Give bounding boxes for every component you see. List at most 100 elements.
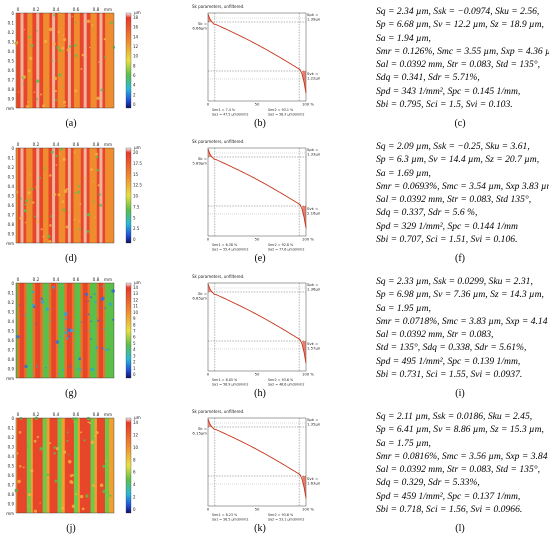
sublabel-curve: (b): [254, 118, 266, 129]
abbott-curve: Sk parameters, unfiltered. Sk = 5.89µm Spk …: [190, 138, 320, 253]
map-x-label: 0.2: [33, 412, 40, 417]
height-map: 0 0.2 0.4 0.6 0.8 mm 0 0.1 0.2 0.3 0.4 0.5 0.6 0.7 0.8…: [2, 139, 142, 252]
map-y-label: 0.2: [8, 300, 15, 305]
scale-tick: 14: [133, 34, 139, 39]
scale-tick: 12: [133, 44, 139, 49]
sk-value: 6.15µm: [192, 431, 207, 436]
abbott-curve-svg: Sk parameters, unfiltered. Sk =6.15µm Spk …: [192, 409, 320, 522]
map-y-label: 0.1: [8, 291, 15, 296]
curve-x-right: 100 %: [302, 372, 314, 377]
sk-label: Sk =: [198, 21, 207, 26]
scale-tick: 12.5: [133, 183, 142, 188]
spk-value: 1.36µm: [307, 287, 320, 292]
smr2-label: Smr2 = 93.6 %: [268, 378, 293, 382]
scale-tick: 20: [133, 150, 139, 155]
parameter-line: Smr = 0.0816%, Smc = 3.56 µm, Sxp = 3.84…: [376, 450, 549, 462]
height-map: 0 0.2 0.4 0.6 0.8 mm 0 0.1 0.2 0.3 0.4 0.5 0.6 0.7 0.8…: [2, 274, 142, 387]
map-x-label: 0.8: [93, 7, 100, 12]
sublabel-map: (d): [65, 253, 77, 264]
height-map-svg: 0 0.2 0.4 0.6 0.8 mm 0 0.1 0.2 0.3 0.4 0.5 0.6 0.7 0.8…: [6, 142, 142, 246]
scale-tick: 0: [133, 372, 136, 377]
parameter-line: Sp = 6.41 µm, Sv = 8.86 µm, Sz = 15.3 µm…: [376, 424, 544, 436]
curve-title: Sk parameters, unfiltered.: [192, 409, 244, 414]
scale-tick: 10: [133, 445, 139, 450]
parameter-line: Sp = 6.98 µm, Sv = 7.36 µm, Sz = 14.3 µm…: [376, 289, 544, 301]
scale-tick: 12: [133, 297, 139, 302]
parameter-line: Smr = 0.126%, Smc = 3.55 µm, Sxp = 4.36 …: [376, 45, 549, 57]
map-x-label: 0.8: [93, 277, 100, 282]
parameter-list: Sq = 2.34 µm, Ssk = −0.0974, Sku = 2.56,…: [376, 5, 549, 111]
map-y-label: 0.4: [8, 319, 15, 324]
scale-tick: 8: [133, 63, 136, 68]
parameter-line: Sq = 2.33 µm, Ssk = 0.0299, Sku = 2.31,: [376, 276, 533, 287]
parameter-line: Sq = 2.34 µm, Ssk = −0.0974, Sku = 2.56,: [376, 6, 540, 17]
sa2-label: Sa2 = 56.3 µm3/mm2: [268, 113, 305, 117]
scale-tick: 9: [133, 316, 136, 321]
map-y-label: 0.8: [8, 492, 15, 497]
scale-tick: 8: [133, 322, 136, 327]
map-y-label: 0.8: [8, 357, 15, 362]
curve-title: Sk parameters, unfiltered.: [192, 4, 244, 9]
sublabel-curve: (e): [254, 253, 266, 264]
svk-value: 2.16µm: [307, 211, 320, 216]
scale-tick: 17.5: [133, 161, 142, 166]
curve-x-right: 100 %: [302, 237, 314, 242]
map-y-label: 0.4: [8, 184, 15, 189]
parameter-line: Sal = 0.0392 mm, Str = 0.083, Std = 135°…: [376, 464, 540, 476]
sublabel-map: (g): [65, 388, 77, 399]
scale-tick: 18: [133, 15, 139, 20]
map-y-label: 0.2: [8, 435, 15, 440]
spk-value: 1.35µm: [307, 422, 320, 427]
curve-x-left: 0: [207, 102, 210, 107]
map-y-label: 0.3: [8, 445, 15, 450]
sublabel-curve: (k): [254, 523, 266, 534]
abbott-curve-svg: Sk parameters, unfiltered. Sk =5.89µm Spk …: [192, 139, 320, 252]
parameter-line: Smr = 0.0693%, Smc = 3.54 µm, Sxp 3.83 µ…: [376, 180, 549, 192]
smr1-label: Smr1 = 8.23 %: [212, 513, 237, 517]
parameter-line: Sa = 1.75 µm,: [376, 437, 431, 449]
parameter-line: Spd = 459 1/mm², Spc = 0.137 1/mm,: [376, 490, 521, 502]
curve-x-mid: 50: [255, 372, 260, 377]
scale-tick: 0: [133, 507, 136, 512]
scale-tick: 2: [133, 360, 136, 365]
curve-x-mid: 50: [255, 507, 260, 512]
map-y-label: 0.1: [8, 21, 15, 26]
map-x-label: 0: [17, 277, 20, 282]
abbott-curve: Sk parameters, unfiltered. Sk = 6.85µm Spk …: [190, 273, 320, 388]
map-x-label: 0.8: [93, 142, 100, 147]
map-y-label: mm: [6, 106, 14, 111]
map-y-label: 0.3: [8, 310, 15, 315]
scale-tick: 10: [133, 310, 139, 315]
scale-tick: 12: [133, 432, 139, 437]
map-x-label: 0.4: [53, 7, 60, 12]
map-x-label: 0: [17, 7, 20, 12]
curve-x-mid: 50: [255, 237, 260, 242]
map-x-label: 0.2: [33, 277, 40, 282]
scale-tick: 6: [133, 73, 136, 78]
height-map: 0 0.2 0.4 0.6 0.8 mm 0 0.1 0.2 0.3 0.4 0.5 0.6 0.7 0.8…: [2, 4, 142, 117]
parameter-line: Sal = 0.0392 mm, Str = 0.083, Std 135°,: [376, 194, 532, 206]
parameter-line: Sa = 1.95 µm,: [376, 302, 431, 314]
scale-tick: 3: [133, 353, 136, 358]
curve-x-mid: 50: [255, 102, 260, 107]
map-x-label: 0.6: [73, 142, 80, 147]
sk-label: Sk =: [198, 426, 207, 431]
scale-tick: 5: [133, 215, 136, 220]
scale-unit: µm: [134, 10, 141, 15]
map-y-label: mm: [6, 376, 14, 381]
map-y-label: 0.3: [8, 175, 15, 180]
sublabel-map: (j): [66, 523, 76, 534]
abbott-curve-svg: Sk parameters, unfiltered. Sk =6.66µm Spk …: [192, 4, 320, 117]
height-map-svg: 0 0.2 0.4 0.6 0.8 mm 0 0.1 0.2 0.3 0.4 0.5 0.6 0.7 0.8…: [6, 412, 141, 516]
parameter-line: Sbi = 0.707, Sci = 1.51, Svi = 0.106.: [376, 234, 518, 246]
map-y-label: 0.2: [8, 30, 15, 35]
map-y-label: mm: [6, 511, 14, 516]
scale-tick: 16: [133, 25, 139, 30]
scale-tick: 7: [133, 329, 136, 334]
height-map-svg: 0 0.2 0.4 0.6 0.8 mm 0 0.1 0.2 0.3 0.4 0.5 0.6 0.7 0.8…: [6, 277, 141, 381]
abbott-curve: Sk parameters, unfiltered. Sk = 6.15µm Spk …: [190, 408, 320, 523]
scale-tick: 14: [133, 285, 139, 290]
map-x-label: 0: [17, 412, 20, 417]
scale-tick: 11: [133, 304, 139, 309]
map-y-label: 0.8: [8, 87, 15, 92]
